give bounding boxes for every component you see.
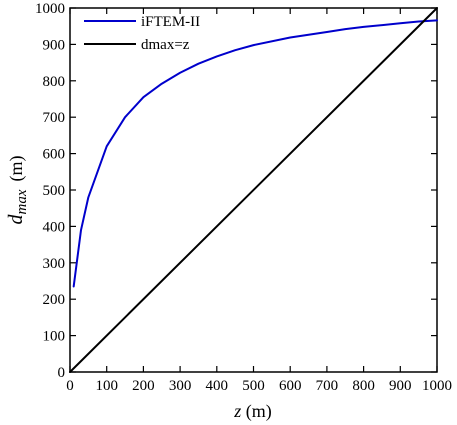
legend-label: dmax=z xyxy=(141,37,190,53)
x-axis-title-variable: z xyxy=(233,401,241,421)
y-tick-label: 1000 xyxy=(35,1,65,17)
y-tick-label: 100 xyxy=(43,329,66,345)
legend-label: iFTEM-II xyxy=(141,14,200,30)
y-axis-title-variable: d xyxy=(5,214,27,225)
y-tick-label: 400 xyxy=(43,219,66,235)
x-tick-label: 800 xyxy=(352,378,375,394)
x-tick-label: 300 xyxy=(169,378,192,394)
x-tick-label: 100 xyxy=(95,378,118,394)
y-axis-title-subscript: max xyxy=(14,189,30,214)
y-tick-label: 600 xyxy=(43,147,66,163)
x-axis-title: z (m) xyxy=(233,401,272,422)
x-tick-label: 700 xyxy=(316,378,339,394)
x-tick-label: 400 xyxy=(206,378,229,394)
series-line-1 xyxy=(72,19,438,288)
y-axis-title: dmax (m) xyxy=(5,156,30,225)
y-axis-title-unit: (m) xyxy=(6,156,27,182)
y-tick-label: 0 xyxy=(58,365,66,381)
series-line-2 xyxy=(69,7,438,373)
y-tick-label: 800 xyxy=(43,74,66,90)
legend: iFTEM-II dmax=z xyxy=(84,14,200,53)
x-axis-ticks: 0 100 200 300 400 500 600 700 800 900 1000 xyxy=(66,8,452,394)
x-tick-label: 200 xyxy=(132,378,155,394)
y-tick-label: 900 xyxy=(43,37,66,53)
y-tick-label: 700 xyxy=(43,110,66,126)
y-tick-label: 500 xyxy=(43,183,66,199)
x-tick-label: 500 xyxy=(242,378,265,394)
x-tick-label: 900 xyxy=(389,378,412,394)
y-axis-ticks: 0 100 200 300 400 500 600 700 800 900 1000 xyxy=(35,1,437,381)
x-axis-title-unit: (m) xyxy=(241,401,272,422)
y-tick-label: 200 xyxy=(43,292,66,308)
x-tick-label: 1000 xyxy=(422,378,452,394)
x-tick-label: 0 xyxy=(66,378,74,394)
series-layer xyxy=(69,7,438,373)
y-tick-label: 300 xyxy=(43,256,66,272)
x-tick-label: 600 xyxy=(279,378,302,394)
